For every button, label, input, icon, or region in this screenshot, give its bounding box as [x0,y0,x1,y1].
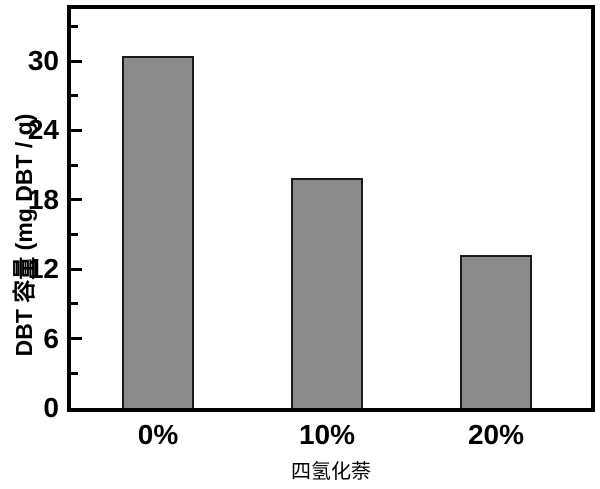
major-y-tick-24 [71,129,82,132]
x-tick-label-0%: 0% [137,419,179,450]
y-tick-label-18: 18 [27,184,59,215]
x-tick-label-20%: 20% [467,419,525,450]
minor-y-tick-9 [71,302,78,305]
minor-y-tick-33 [71,25,78,28]
y-tick-label-30: 30 [27,45,59,76]
minor-y-tick-21 [71,164,78,167]
plot-inner-area [71,9,591,408]
minor-y-tick-15 [71,233,78,236]
y-tick-label-6: 6 [43,323,59,354]
y-tick-label-24: 24 [27,114,59,145]
major-y-tick-30 [71,60,82,63]
x-axis-title: 四氢化萘 [291,461,371,483]
major-y-tick-12 [71,268,82,271]
y-axis-tick-labels: 0 6 12 18 24 30 [0,0,59,489]
minor-y-tick-3 [71,372,78,375]
major-y-tick-6 [71,337,82,340]
minor-y-tick-27 [71,94,78,97]
bar-0% [122,56,194,408]
bar-10% [291,178,363,408]
bar-20% [460,255,532,408]
x-tick-label-10%: 10% [298,419,356,450]
plot-area [67,5,595,412]
y-tick-label-12: 12 [27,253,59,284]
y-tick-label-0: 0 [43,392,59,423]
major-y-tick-18 [71,198,82,201]
